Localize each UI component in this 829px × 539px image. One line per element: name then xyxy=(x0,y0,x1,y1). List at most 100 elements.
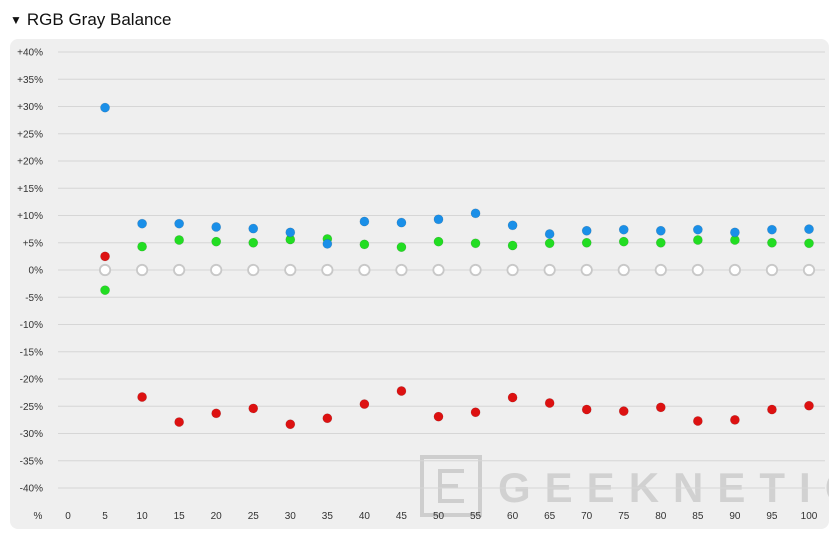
green-point xyxy=(544,238,555,249)
x-tick-label: 10 xyxy=(137,511,149,522)
y-tick-label: +5% xyxy=(23,238,43,249)
green-point xyxy=(359,239,370,250)
reference-point xyxy=(654,263,667,277)
x-tick-label: 35 xyxy=(322,511,334,522)
series-blue xyxy=(100,102,814,249)
y-tick-label: +10% xyxy=(17,211,43,222)
green-point xyxy=(507,240,518,251)
x-tick-label: 75 xyxy=(618,511,630,522)
watermark: GEEKNETIC xyxy=(420,455,829,517)
y-tick-label: -35% xyxy=(20,456,43,467)
y-tick-label: +25% xyxy=(17,129,43,140)
reference-point xyxy=(98,263,112,277)
green-point xyxy=(211,236,222,247)
blue-point xyxy=(174,218,185,229)
y-tick-label: -30% xyxy=(20,429,43,440)
red-point xyxy=(100,251,110,262)
x-tick-label: 5 xyxy=(102,511,108,522)
red-point xyxy=(470,407,481,418)
green-point xyxy=(174,235,185,245)
reference-point xyxy=(802,263,816,277)
x-tick-label: 50 xyxy=(433,511,445,522)
green-point xyxy=(248,237,259,248)
red-point xyxy=(211,408,222,419)
green-point xyxy=(137,241,148,252)
blue-point xyxy=(470,208,481,219)
green-point xyxy=(581,237,592,248)
y-tick-label: -40% xyxy=(20,484,43,495)
x-axis-unit-label: % xyxy=(34,511,43,522)
red-point xyxy=(433,411,444,422)
red-point xyxy=(692,416,703,426)
y-tick-label: +40% xyxy=(17,48,43,59)
reference-point xyxy=(543,263,556,277)
x-tick-label: 70 xyxy=(581,511,593,522)
red-point xyxy=(804,400,814,411)
green-point xyxy=(804,238,814,249)
reference-point xyxy=(247,263,260,277)
green-point xyxy=(655,237,666,248)
blue-point xyxy=(322,238,333,249)
reference-point xyxy=(358,263,371,277)
x-tick-label: 25 xyxy=(248,511,260,522)
blue-point xyxy=(507,220,518,231)
blue-point xyxy=(100,102,110,113)
blue-point xyxy=(730,227,740,238)
reference-point xyxy=(617,263,630,277)
x-tick-label: 60 xyxy=(507,511,519,522)
y-tick-label: +35% xyxy=(17,75,43,86)
x-tick-label: 95 xyxy=(766,511,778,522)
blue-point xyxy=(581,225,592,236)
green-point xyxy=(692,235,703,245)
x-tick-label: 45 xyxy=(396,511,408,522)
blue-point xyxy=(248,223,259,234)
reference-point xyxy=(469,263,482,277)
blue-point xyxy=(655,225,666,236)
reference-point xyxy=(173,263,186,277)
series-green xyxy=(100,234,814,296)
red-point xyxy=(581,404,592,415)
y-tick-label: 0% xyxy=(29,266,44,277)
blue-point xyxy=(804,224,814,235)
red-point xyxy=(544,398,555,408)
blue-point xyxy=(767,224,777,235)
series-reference xyxy=(98,263,816,277)
reference-point xyxy=(506,263,519,277)
x-tick-label: 85 xyxy=(692,511,704,522)
green-point xyxy=(470,238,481,249)
red-point xyxy=(618,406,629,417)
x-tick-label: 90 xyxy=(729,511,741,522)
red-point xyxy=(322,413,333,424)
reference-point xyxy=(284,263,297,277)
x-tick-label: 100 xyxy=(801,511,818,522)
red-point xyxy=(396,386,407,396)
green-point xyxy=(396,242,407,253)
x-tick-label: 20 xyxy=(211,511,223,522)
reference-point xyxy=(395,263,408,277)
y-tick-label: +15% xyxy=(17,184,43,195)
x-tick-label: 80 xyxy=(655,511,667,522)
red-point xyxy=(507,392,518,403)
x-tick-label: 0 xyxy=(65,511,71,522)
red-point xyxy=(359,399,370,409)
y-tick-label: -5% xyxy=(25,293,43,304)
red-point xyxy=(730,414,740,425)
blue-point xyxy=(396,217,407,228)
red-point xyxy=(174,417,185,427)
section-header[interactable]: ▼ RGB Gray Balance xyxy=(10,8,171,32)
reference-point xyxy=(432,263,445,277)
reference-point xyxy=(580,263,593,277)
red-point xyxy=(248,403,259,414)
y-tick-label: -20% xyxy=(20,375,43,386)
gray-balance-chart: GEEKNETIC +40% +35% +30% +25% +20% +15% +10% +5… xyxy=(17,48,829,523)
x-tick-label: 65 xyxy=(544,511,556,522)
red-point xyxy=(285,419,296,430)
reference-point xyxy=(691,263,704,277)
reference-point xyxy=(136,263,149,277)
reference-point xyxy=(728,263,742,277)
green-point xyxy=(618,236,629,247)
blue-point xyxy=(618,224,629,235)
green-point xyxy=(100,285,110,296)
series-red xyxy=(100,251,814,430)
y-tick-label: +30% xyxy=(17,102,43,113)
